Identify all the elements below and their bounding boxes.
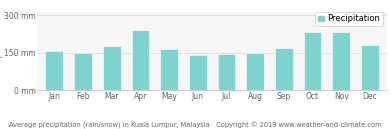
Bar [160, 49, 178, 90]
Bar [189, 55, 207, 90]
Bar [131, 30, 149, 90]
Bar [74, 53, 92, 90]
Text: Average precipitation (rain/snow) in Kuala Lumpur, Malaysia   Copyright © 2019 w: Average precipitation (rain/snow) in Kua… [9, 122, 382, 129]
Bar [332, 32, 350, 90]
Y-axis label: Precipitation: Precipitation [0, 27, 3, 75]
Bar [304, 32, 321, 90]
Bar [217, 54, 235, 90]
Bar [361, 45, 379, 90]
Bar [275, 48, 293, 90]
Bar [103, 46, 120, 90]
Bar [246, 53, 264, 90]
Bar [45, 51, 63, 90]
Legend: Precipitation: Precipitation [315, 12, 383, 26]
